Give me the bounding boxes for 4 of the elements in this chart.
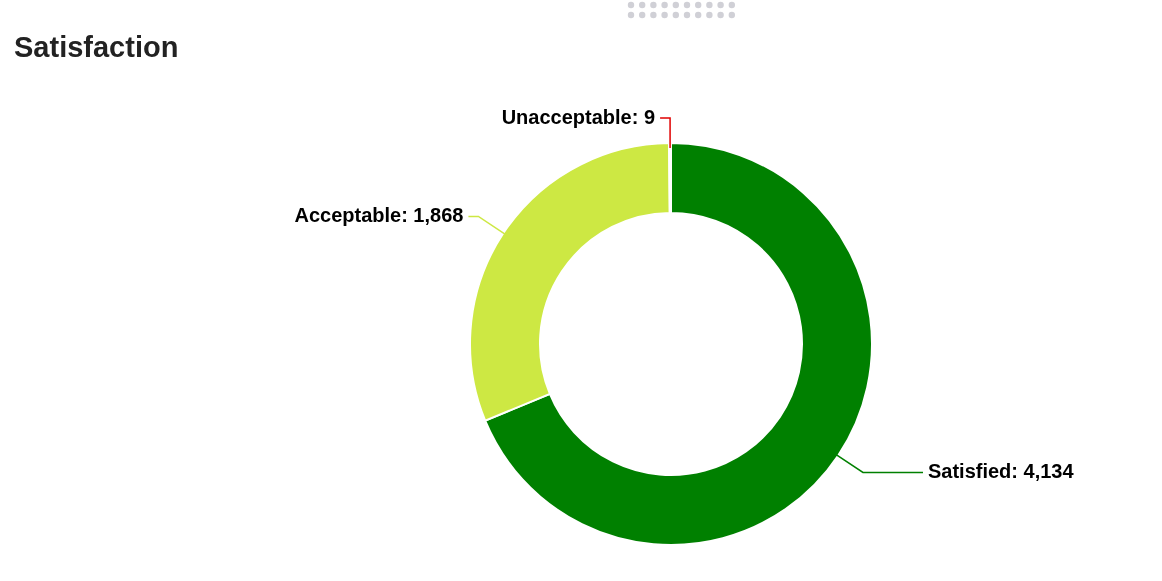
slice-label: Unacceptable: 9 <box>501 106 656 128</box>
slice-label: Satisfied: 4,134 <box>927 460 1075 483</box>
slice-label: Acceptable: 1,868 <box>294 204 464 227</box>
chart-title: Satisfaction <box>14 31 179 63</box>
